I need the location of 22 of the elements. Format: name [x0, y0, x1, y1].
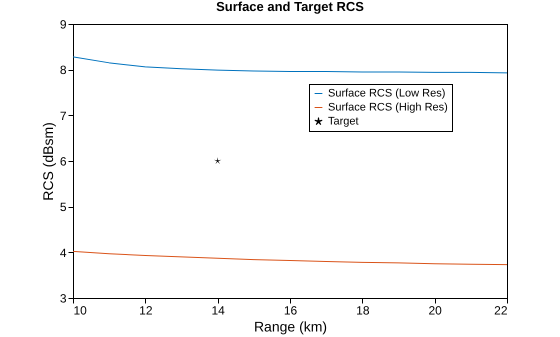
y-axis-title: RCS (dBsm) — [40, 122, 56, 201]
y-tick-label: 4 — [60, 246, 67, 260]
legend-label: Surface RCS (High Res) — [328, 102, 448, 114]
y-tick-label: 3 — [60, 292, 67, 306]
x-tick-label: 18 — [356, 304, 370, 318]
x-tick-label: 20 — [428, 304, 442, 318]
legend-label: Target — [328, 116, 359, 128]
x-tick-label: 12 — [139, 304, 153, 318]
legend-label: Surface RCS (Low Res) — [328, 88, 446, 100]
chart-title: Surface and Target RCS — [216, 0, 364, 14]
y-tick-label: 7 — [60, 108, 67, 123]
line-series — [73, 250, 507, 266]
y-tick-label: 9 — [60, 18, 67, 32]
y-tick-label: 6 — [60, 154, 67, 168]
x-tick-label: 14 — [211, 304, 226, 318]
y-tick-label: 5 — [60, 200, 67, 214]
line-series — [73, 56, 507, 74]
x-tick-label: 22 — [494, 304, 508, 318]
x-tick-label: 10 — [74, 304, 88, 318]
y-tick-label: 8 — [60, 63, 67, 78]
x-axis-title: Range (km) — [254, 318, 328, 334]
x-tick-label: 16 — [284, 304, 298, 318]
